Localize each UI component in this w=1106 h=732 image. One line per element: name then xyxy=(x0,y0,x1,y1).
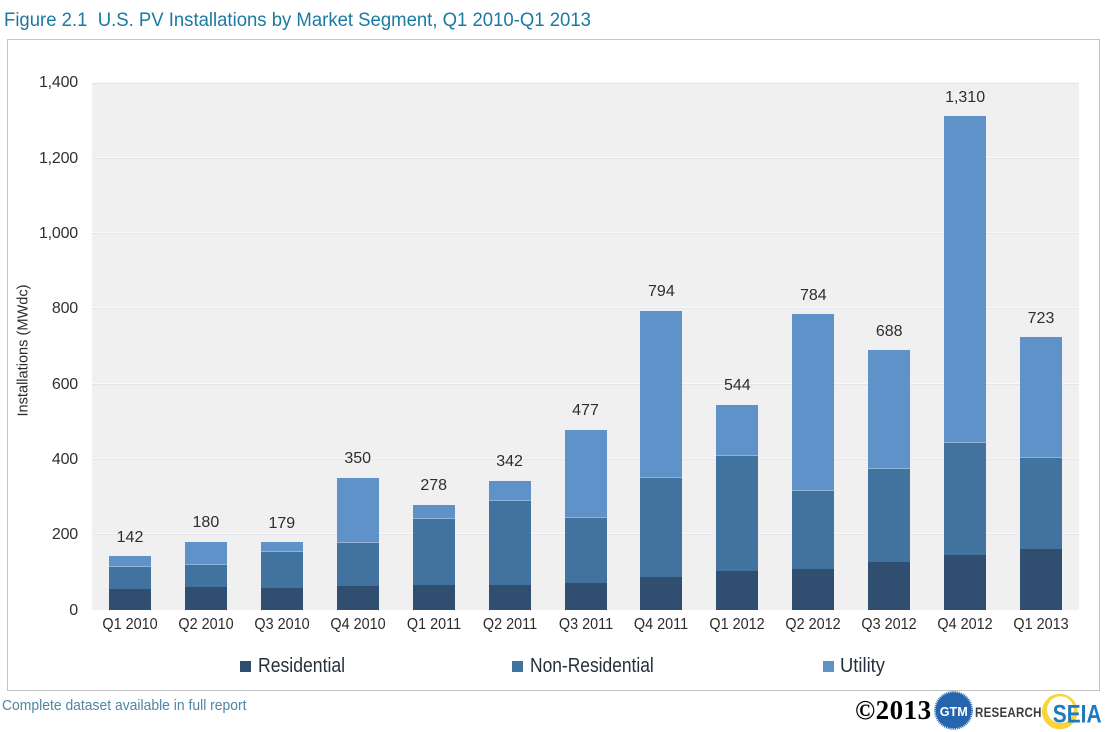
svg-text:GTM: GTM xyxy=(939,705,967,719)
svg-text:SEIA: SEIA xyxy=(1053,700,1102,728)
